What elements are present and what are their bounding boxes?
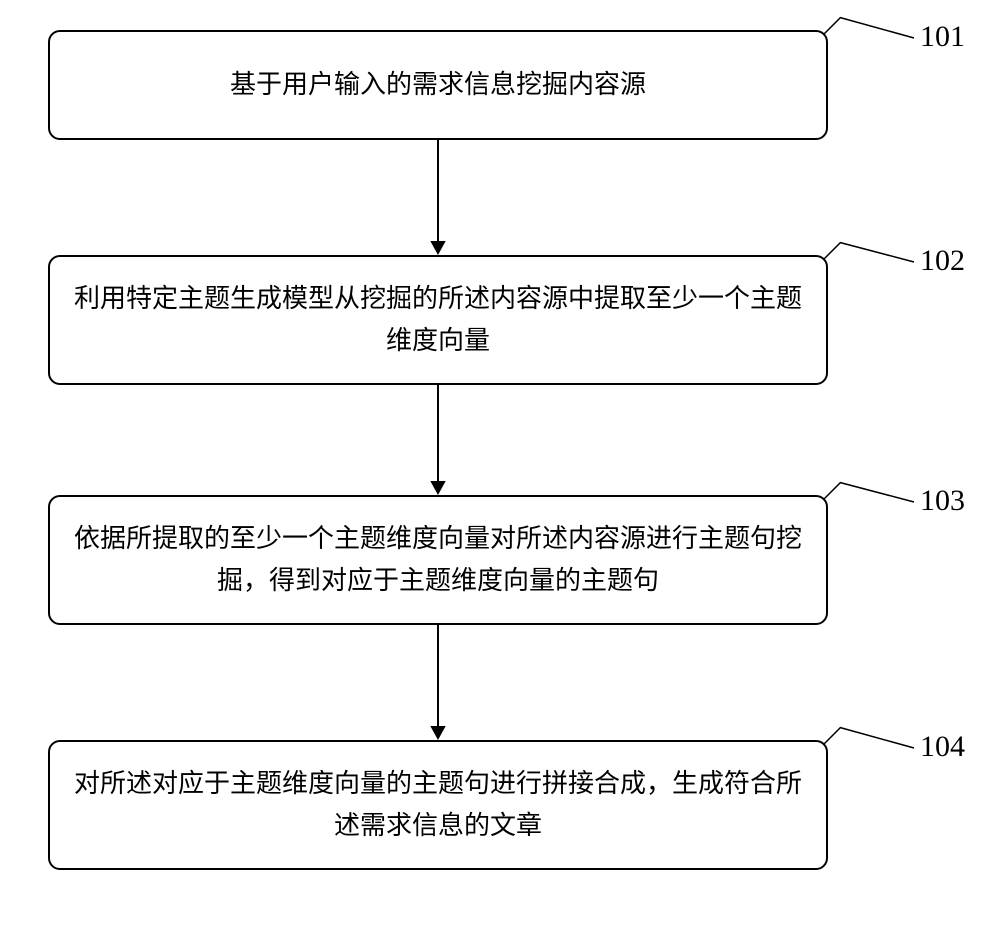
- flow-step-text: 依据所提取的至少一个主题维度向量对所述内容源进行主题句挖掘，得到对应于主题维度向…: [70, 518, 806, 601]
- step-number-label: 103: [920, 484, 965, 518]
- flow-step-text: 对所述对应于主题维度向量的主题句进行拼接合成，生成符合所述需求信息的文章: [70, 763, 806, 846]
- step-number-label: 104: [920, 730, 965, 764]
- flow-step-3: 依据所提取的至少一个主题维度向量对所述内容源进行主题句挖掘，得到对应于主题维度向…: [48, 495, 828, 625]
- flow-step-text: 基于用户输入的需求信息挖掘内容源: [230, 64, 646, 106]
- flowchart-canvas: 基于用户输入的需求信息挖掘内容源利用特定主题生成模型从挖掘的所述内容源中提取至少…: [0, 0, 1000, 926]
- flow-step-4: 对所述对应于主题维度向量的主题句进行拼接合成，生成符合所述需求信息的文章: [48, 740, 828, 870]
- flow-step-2: 利用特定主题生成模型从挖掘的所述内容源中提取至少一个主题维度向量: [48, 255, 828, 385]
- flow-step-1: 基于用户输入的需求信息挖掘内容源: [48, 30, 828, 140]
- step-number-label: 101: [920, 20, 965, 54]
- step-number-label: 102: [920, 244, 965, 278]
- flow-step-text: 利用特定主题生成模型从挖掘的所述内容源中提取至少一个主题维度向量: [70, 278, 806, 361]
